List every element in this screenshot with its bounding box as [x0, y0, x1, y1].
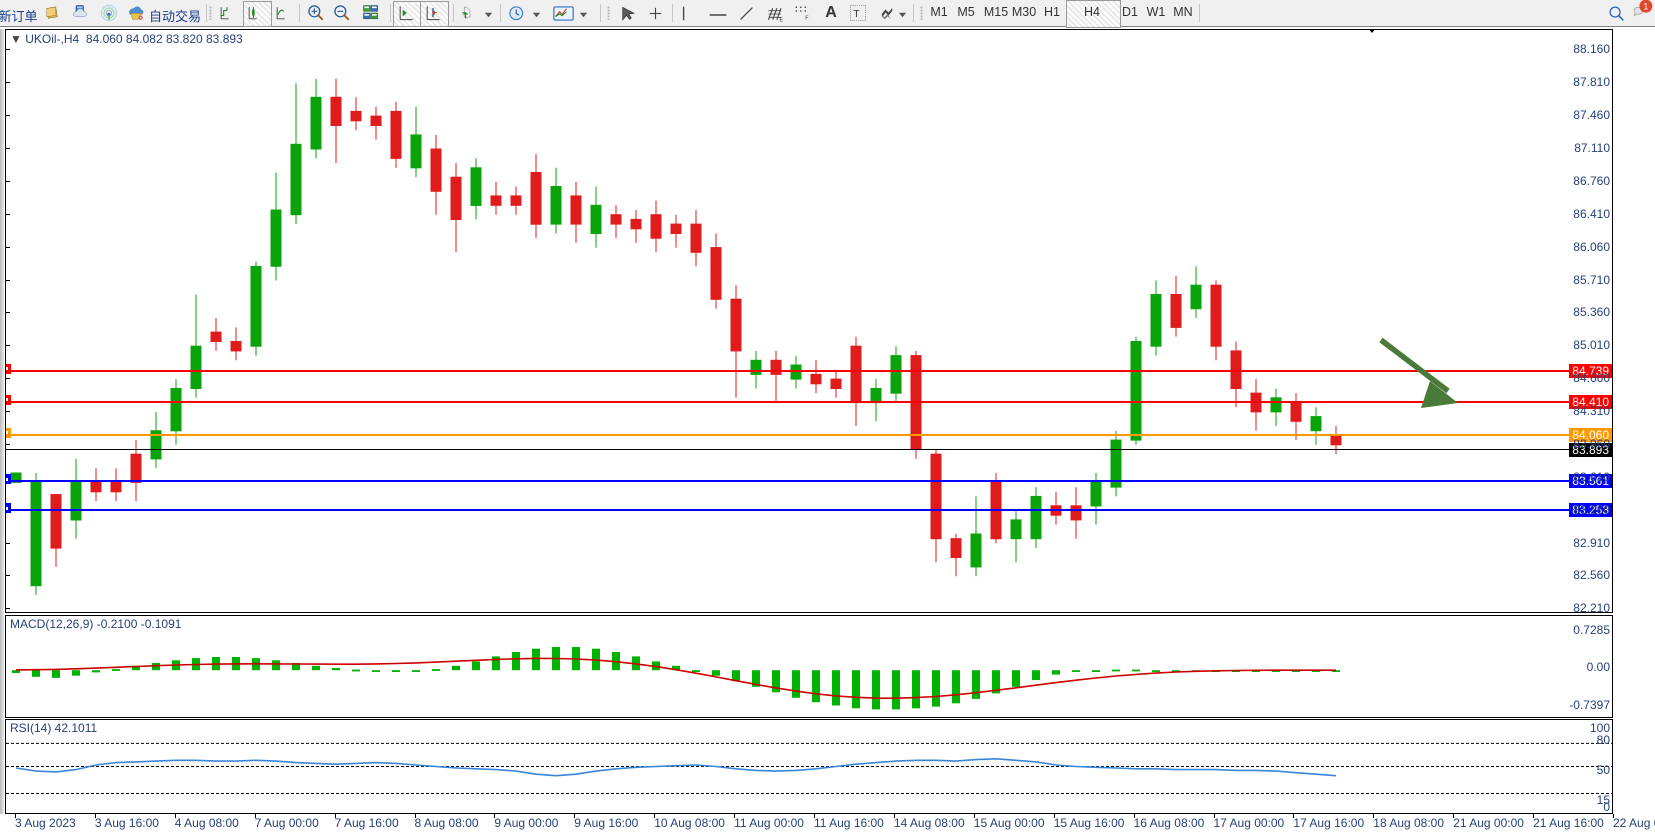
svg-text:E: E [779, 17, 783, 23]
svg-text:1: 1 [1643, 2, 1648, 12]
svg-text:F: F [805, 15, 808, 21]
svg-text:T: T [853, 9, 860, 20]
